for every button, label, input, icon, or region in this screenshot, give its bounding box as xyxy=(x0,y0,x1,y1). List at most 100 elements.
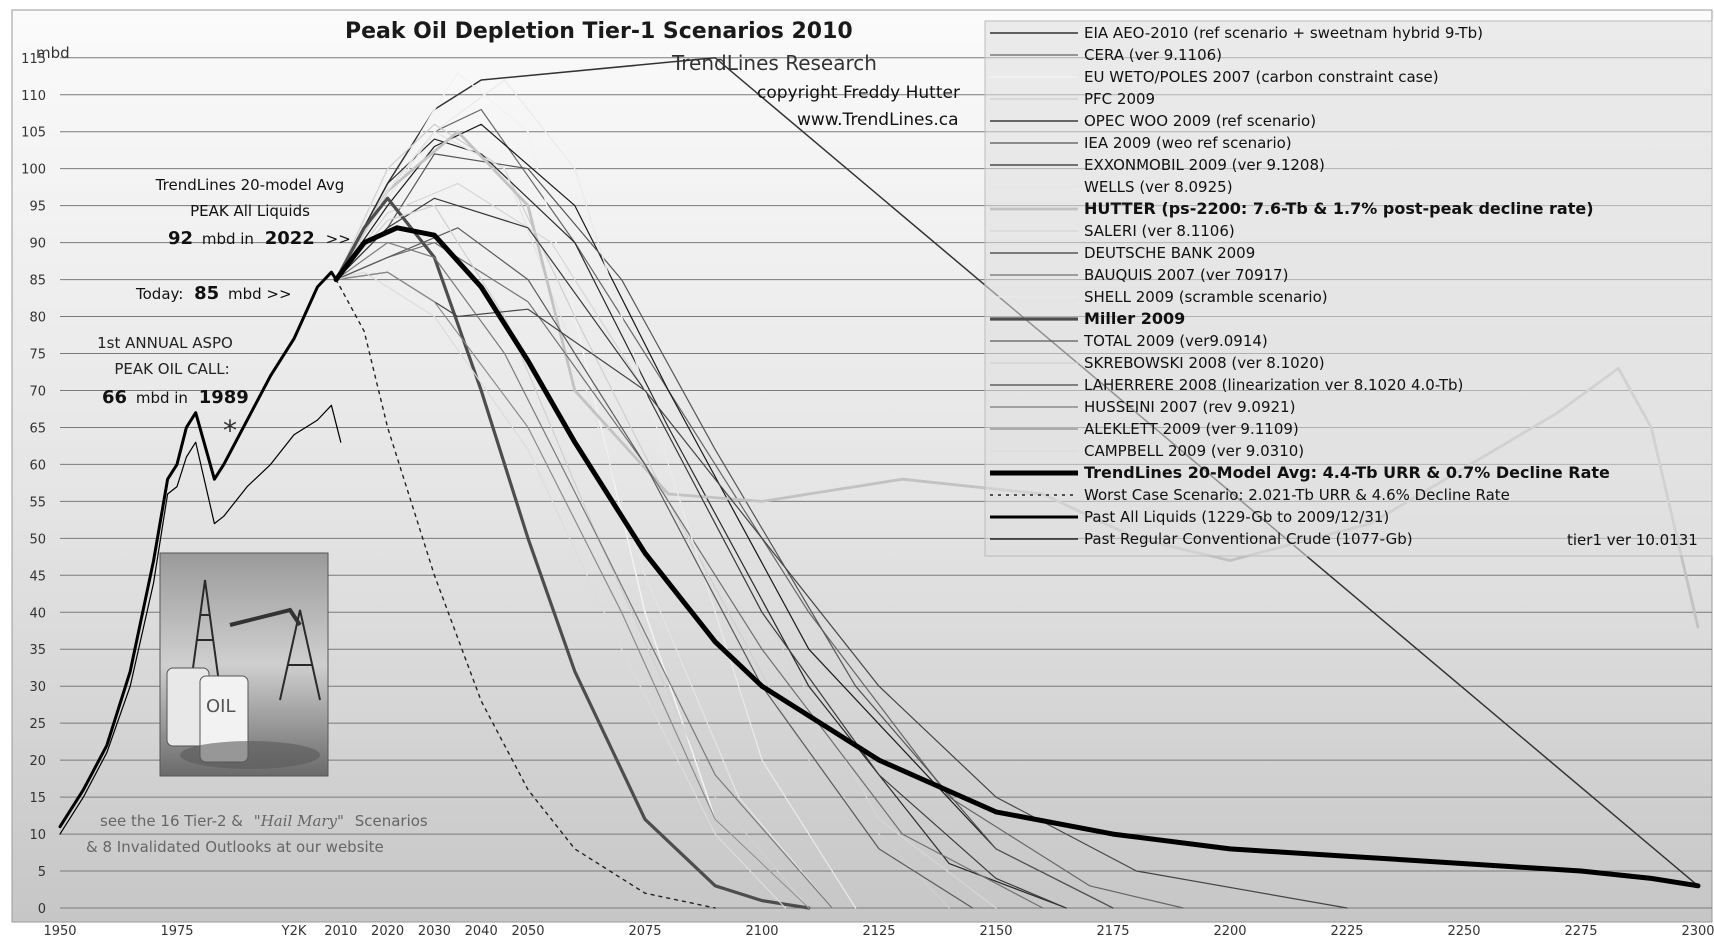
y-tick-label: 65 xyxy=(29,421,46,436)
legend-label-6: EXXONMOBIL 2009 (ver 9.1208) xyxy=(1084,156,1325,174)
series-lines xyxy=(58,57,1701,910)
x-tick-label: 2300 xyxy=(1681,924,1714,939)
photo-oil-label: OIL xyxy=(206,696,236,717)
today-value: 85 xyxy=(194,283,219,304)
series-line-6 xyxy=(335,138,1067,909)
y-tick-label: 10 xyxy=(29,828,46,843)
y-tick-label: 100 xyxy=(21,163,46,178)
series-line-18 xyxy=(335,271,810,909)
y-tick-label: 15 xyxy=(29,791,46,806)
x-tick-label: 2275 xyxy=(1564,924,1597,939)
x-tick-label: 2125 xyxy=(862,924,895,939)
legend-label-23: Past Regular Conventional Crude (1077-Gb… xyxy=(1084,530,1413,548)
y-tick-label: 75 xyxy=(29,348,46,363)
series-line-22 xyxy=(58,270,338,829)
x-tick-label: 2100 xyxy=(745,924,778,939)
y-tick-label: 90 xyxy=(29,237,46,252)
y-tick-label: 0 xyxy=(38,902,46,917)
legend-label-19: CAMPBELL 2009 (ver 9.0310) xyxy=(1084,442,1304,460)
series-line-23 xyxy=(59,404,342,835)
footer-line2: & 8 Invalidated Outlooks at our website xyxy=(86,838,384,856)
aspo-year: 1989 xyxy=(199,387,249,408)
today-note: Today: 85 mbd >> xyxy=(135,283,292,304)
footer-part2: "Hail Mary" xyxy=(254,812,344,830)
x-tick-label: 2050 xyxy=(511,924,544,939)
avg-line2: PEAK All Liquids xyxy=(190,202,310,220)
copyright: copyright Freddy Hutter xyxy=(757,83,960,103)
legend-label-9: SALERI (ver 8.1106) xyxy=(1084,222,1235,240)
legend-label-11: BAUQUIS 2007 (ver 70917) xyxy=(1084,266,1288,284)
y-tick-label: 55 xyxy=(29,495,46,510)
x-tick-label: 2225 xyxy=(1330,924,1363,939)
y-tick-label: 110 xyxy=(21,89,46,104)
series-line-2 xyxy=(335,71,810,909)
x-tick-label: 1950 xyxy=(43,924,76,939)
y-tick-label: 40 xyxy=(29,606,46,621)
y-tick-label: 70 xyxy=(29,384,46,399)
aspo-peak: 66 mbd in 1989 xyxy=(102,387,249,408)
legend-label-16: LAHERRERE 2008 (linearization ver 8.1020… xyxy=(1084,376,1463,394)
y-tick-label: 35 xyxy=(29,643,46,658)
aspo-asterisk: * xyxy=(223,414,237,447)
avg-arrow: >> xyxy=(326,230,351,248)
x-tick-labels: 1950 1975 Y2K 2010 2020 2030 2040 2050 2075 2100 2… xyxy=(43,924,1714,939)
y-tick-labels: 0 5 10 15 20 25 30 35 40 45 50 55 60 65 70 75 80 85 90 95 10… xyxy=(21,52,46,917)
website: www.TrendLines.ca xyxy=(797,110,959,130)
y-tick-label: 45 xyxy=(29,569,46,584)
legend-label-21: Worst Case Scenario: 2.021-Tb URR & 4.6%… xyxy=(1084,486,1510,504)
y-tick-label: 85 xyxy=(29,274,46,289)
version-label: tier1 ver 10.0131 xyxy=(1567,531,1698,549)
chart-title: Peak Oil Depletion Tier-1 Scenarios 2010 xyxy=(345,19,853,44)
avg-peak: 92 mbd in 2022 >> xyxy=(168,228,351,249)
footer-part3: Scenarios xyxy=(355,812,428,830)
y-tick-label: 5 xyxy=(38,865,46,880)
legend-label-12: SHELL 2009 (scramble scenario) xyxy=(1084,288,1328,306)
x-tick-label: 2250 xyxy=(1447,924,1480,939)
legend-box xyxy=(984,20,1713,557)
legend-label-3: PFC 2009 xyxy=(1084,90,1155,108)
series-line-11 xyxy=(335,242,1044,909)
avg-mid: mbd in xyxy=(202,230,254,248)
y-tick-label: 25 xyxy=(29,717,46,732)
aspo-line2: PEAK OIL CALL: xyxy=(114,360,229,378)
y-axis-label: mbd xyxy=(36,44,70,62)
legend: EIA AEO-2010 (ref scenario + sweetnam hy… xyxy=(984,20,1713,557)
legend-label-5: IEA 2009 (weo ref scenario) xyxy=(1084,134,1292,152)
publisher: TrendLines Research xyxy=(671,51,877,75)
legend-label-1: CERA (ver 9.1106) xyxy=(1084,46,1222,64)
today-suffix: mbd >> xyxy=(228,285,292,303)
y-tick-label: 105 xyxy=(21,126,46,141)
legend-label-8: HUTTER (ps-2200: 7.6-Tb & 1.7% post-peak… xyxy=(1084,199,1594,218)
y-tick-label: 50 xyxy=(29,532,46,547)
x-tick-label: 1975 xyxy=(160,924,193,939)
series-line-14 xyxy=(335,227,974,909)
series-line-12 xyxy=(335,79,857,909)
oil-barrel-photo: OIL xyxy=(159,552,329,777)
legend-label-20: TrendLines 20-Model Avg: 4.4-Tb URR & 0.… xyxy=(1084,463,1610,482)
x-tick-label: 2040 xyxy=(465,924,498,939)
series-line-9 xyxy=(335,182,997,909)
avg-year: 2022 xyxy=(265,228,315,249)
legend-items: EIA AEO-2010 (ref scenario + sweetnam hy… xyxy=(990,24,1610,548)
legend-label-2: EU WETO/POLES 2007 (carbon constraint ca… xyxy=(1084,68,1439,86)
legend-label-4: OPEC WOO 2009 (ref scenario) xyxy=(1084,112,1316,130)
series-line-19 xyxy=(335,271,787,909)
y-tick-label: 95 xyxy=(29,200,46,215)
legend-label-22: Past All Liquids (1229-Gb to 2009/12/31) xyxy=(1084,508,1389,526)
series-line-7 xyxy=(335,131,833,909)
legend-label-0: EIA AEO-2010 (ref scenario + sweetnam hy… xyxy=(1084,24,1483,42)
avg-value: 92 xyxy=(168,228,193,249)
series-line-20 xyxy=(333,225,1701,889)
aspo-line1: 1st ANNUAL ASPO xyxy=(97,334,233,352)
legend-label-13: Miller 2009 xyxy=(1084,309,1185,328)
aspo-mid: mbd in xyxy=(136,389,188,407)
legend-label-14: TOTAL 2009 (ver9.0914) xyxy=(1083,332,1268,350)
legend-label-17: HUSSEINI 2007 (rev 9.0921) xyxy=(1084,398,1295,416)
x-tick-label: Y2K xyxy=(281,924,307,939)
x-tick-label: 2030 xyxy=(418,924,451,939)
x-tick-label: 2075 xyxy=(628,924,661,939)
series-line-13 xyxy=(334,196,811,910)
legend-label-7: WELLS (ver 8.0925) xyxy=(1084,178,1233,196)
grid-lines xyxy=(60,57,1712,909)
